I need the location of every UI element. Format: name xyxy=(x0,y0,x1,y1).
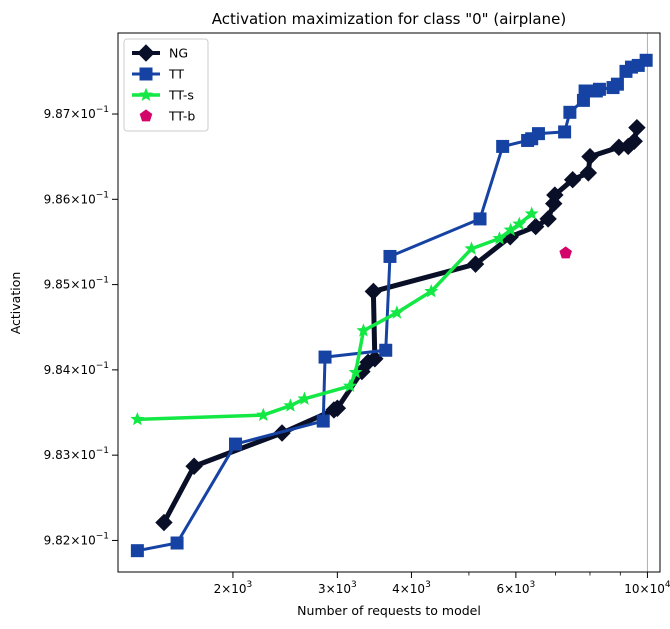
data-point-ng xyxy=(539,210,557,228)
legend-label: TT-b xyxy=(168,109,195,124)
series-ng xyxy=(155,118,646,532)
data-point-tt-s xyxy=(283,398,298,412)
data-point-tt xyxy=(558,125,572,139)
data-point-tt-s xyxy=(503,222,518,236)
y-tick-label: 9.84×10−1 xyxy=(44,361,109,377)
x-tick-label: 2×103 xyxy=(214,580,253,596)
data-point-ng xyxy=(581,147,599,166)
legend-entry-tt-b: TT-b xyxy=(139,109,195,124)
data-point-tt xyxy=(639,53,653,67)
data-point-tt-s xyxy=(524,206,539,220)
legend-label: TT xyxy=(168,67,184,82)
chart-title: Activation maximization for class "0" (a… xyxy=(212,10,566,28)
data-point-ng xyxy=(628,118,646,137)
y-tick-label: 9.83×10−1 xyxy=(44,446,109,462)
data-point-tt-s xyxy=(297,391,312,405)
data-point-ng xyxy=(466,255,485,273)
series-tt xyxy=(130,53,653,558)
data-point-ng xyxy=(563,170,582,189)
data-point-tt xyxy=(130,544,144,558)
data-point-ng xyxy=(546,186,564,204)
data-point-tt-s xyxy=(130,411,145,426)
plot-area: 2×103 3×103 4×103 6×103 10×104 9.82×10−1 9.83×… xyxy=(44,32,670,596)
data-point-tt xyxy=(383,249,397,263)
data-point-tt xyxy=(578,84,592,98)
data-point-tt xyxy=(170,536,184,550)
data-point-tt-s xyxy=(356,323,371,337)
data-point-tt-s xyxy=(492,231,507,245)
data-point-tt xyxy=(316,414,330,428)
data-point-tt xyxy=(379,343,393,357)
data-point-tt-s xyxy=(389,305,404,319)
legend-marker xyxy=(137,44,155,62)
data-point-tt-s xyxy=(256,407,271,422)
x-tick-label: 3×103 xyxy=(318,580,357,596)
data-point-tt xyxy=(563,105,577,119)
data-point-tt-s xyxy=(424,284,439,298)
data-point-tt-s xyxy=(512,216,527,230)
series-line-ng xyxy=(161,127,640,524)
data-point-ng xyxy=(364,282,383,301)
data-point-tt xyxy=(473,212,487,226)
legend-label: TT-s xyxy=(168,88,194,103)
series-tt-s xyxy=(130,206,539,426)
y-axis-label: Activation xyxy=(8,272,23,335)
data-point-ng xyxy=(185,457,203,475)
data-point-tt xyxy=(610,77,624,91)
data-point-ng xyxy=(579,164,598,182)
y-tick-label: 9.82×10−1 xyxy=(44,531,109,547)
data-point-tt xyxy=(229,437,243,451)
data-point-ng xyxy=(328,399,347,417)
data-point-tt xyxy=(496,139,510,153)
x-axis-label: Number of requests to model xyxy=(297,603,481,618)
y-tick-label: 9.86×10−1 xyxy=(44,190,109,206)
x-tick-label: 10×104 xyxy=(624,580,670,596)
legend-entry-tt-s: TT-s xyxy=(132,88,194,103)
legend-marker xyxy=(138,87,154,101)
data-point-tt xyxy=(592,82,606,96)
data-point-tt-b xyxy=(559,246,572,259)
data-point-tt xyxy=(318,350,332,364)
data-point-tt-s xyxy=(464,241,479,255)
y-tick-label: 9.85×10−1 xyxy=(44,276,109,292)
legend: NG TT TT-s TT-b xyxy=(123,38,209,132)
x-tick-label: 4×103 xyxy=(392,580,431,596)
y-tick-label: 9.87×10−1 xyxy=(44,105,109,121)
data-point-tt xyxy=(531,127,545,141)
data-point-ng xyxy=(625,132,643,151)
legend-label: NG xyxy=(169,46,188,61)
data-point-tt-s xyxy=(348,365,363,379)
legend-entry-tt: TT xyxy=(132,67,184,82)
axes-frame xyxy=(117,32,661,573)
legend-entry-ng: NG xyxy=(132,44,188,62)
legend-box xyxy=(123,38,209,132)
series-tt-b xyxy=(559,246,572,259)
data-point-tt-s xyxy=(342,378,357,393)
legend-marker xyxy=(139,67,153,81)
data-point-ng xyxy=(155,513,173,532)
x-tick-label: 6×103 xyxy=(497,580,536,596)
data-point-ng xyxy=(526,217,545,236)
legend-marker xyxy=(139,109,153,122)
